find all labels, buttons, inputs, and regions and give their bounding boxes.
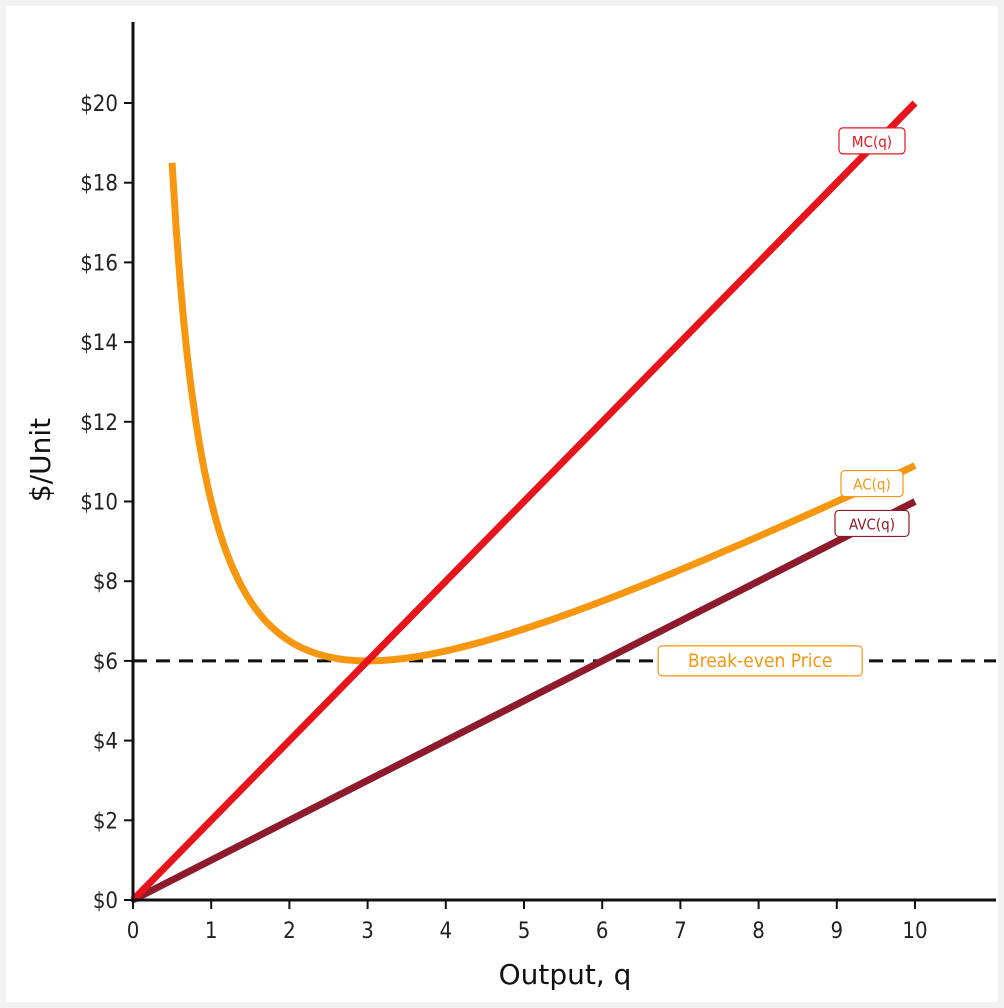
break-even-label-box	[657, 645, 863, 677]
y-tick-label: $10	[80, 491, 118, 516]
x-tick-label: 9	[831, 919, 844, 944]
mc-label: MC(q)	[838, 127, 906, 155]
y-tick-label: $14	[80, 331, 118, 356]
y-tick-label: $18	[80, 172, 118, 197]
ac-curve	[168, 162, 917, 665]
x-tick-label: 2	[283, 919, 296, 944]
ac-label-box	[840, 469, 904, 498]
curve-layer	[130, 100, 918, 904]
mc-label-text: MC(q)	[852, 133, 892, 151]
avc-label: AVC(q)	[834, 509, 910, 538]
break-even-label-text: Break-even Price	[688, 650, 832, 672]
x-tick-label: 10	[902, 919, 927, 944]
plot-background	[6, 6, 998, 1002]
x-tick-label: 5	[518, 919, 531, 944]
x-tick-label: 0	[127, 919, 140, 944]
y-tick-label: $12	[80, 411, 118, 436]
y-tick-label: $0	[93, 889, 118, 914]
y-tick-label: $4	[93, 730, 118, 755]
y-tick-label: $20	[80, 92, 118, 117]
break-even-label: Break-even Price	[657, 645, 863, 677]
y-tick-label: $8	[93, 570, 118, 595]
avc-curve	[131, 498, 917, 904]
y-ticks: $0 $2 $4 $6 $8 $10 $12 $14 $16 $18 $20	[80, 92, 133, 914]
ac-label: AC(q)	[840, 469, 904, 498]
x-tick-label: 1	[205, 919, 218, 944]
curve-labels: MC(q) AC(q) AVC(q) Break-even Price	[657, 127, 910, 677]
y-axis-title: $/Unit	[24, 418, 57, 502]
ac-label-text: AC(q)	[853, 476, 891, 494]
x-tick-label: 8	[752, 919, 765, 944]
avc-label-box	[834, 509, 910, 538]
x-axis-title: Output, q	[499, 958, 632, 991]
y-tick-label: $2	[93, 809, 118, 834]
x-tick-label: 6	[596, 919, 609, 944]
x-tick-label: 4	[440, 919, 453, 944]
x-tick-label: 3	[361, 919, 374, 944]
y-tick-label: $16	[80, 251, 118, 276]
x-ticks: 0 1 2 3 4 5 6 7 8 9 10	[127, 900, 928, 944]
x-tick-label: 7	[674, 919, 687, 944]
y-tick-label: $6	[93, 650, 118, 675]
mc-curve	[130, 100, 918, 903]
mc-label-box	[838, 127, 906, 155]
avc-label-text: AVC(q)	[849, 515, 895, 533]
